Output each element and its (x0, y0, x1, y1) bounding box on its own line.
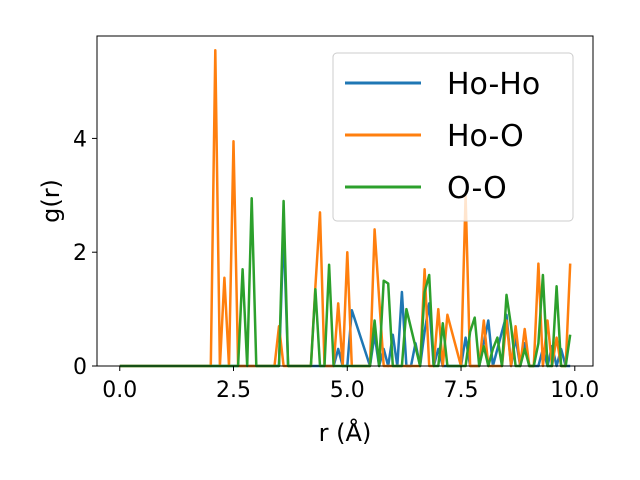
x-tick-label: 7.5 (444, 378, 479, 403)
x-tick-label: 10.0 (550, 378, 599, 403)
plot-frame (96, 35, 594, 367)
y-axis-label: g(r) (37, 179, 65, 223)
legend-label-o-o: O-O (447, 171, 507, 206)
y-tick-label: 0 (73, 355, 87, 380)
x-tick-label: 0.0 (102, 378, 137, 403)
legend-label-ho-ho: Ho-Ho (447, 67, 540, 102)
x-axis-label: r (Å) (319, 418, 372, 447)
legend-frame (332, 52, 574, 222)
x-tick-label: 2.5 (216, 378, 251, 403)
legend: Ho-Ho Ho-O O-O (332, 52, 574, 222)
y-tick-label: 2 (73, 241, 87, 266)
x-tick-label: 5.0 (330, 378, 365, 403)
y-tick-label: 4 (73, 127, 87, 152)
x-axis: 0.0 2.5 5.0 7.5 10.0 (102, 366, 599, 403)
y-axis: 0 2 4 (73, 127, 97, 380)
legend-label-ho-o: Ho-O (447, 119, 524, 154)
